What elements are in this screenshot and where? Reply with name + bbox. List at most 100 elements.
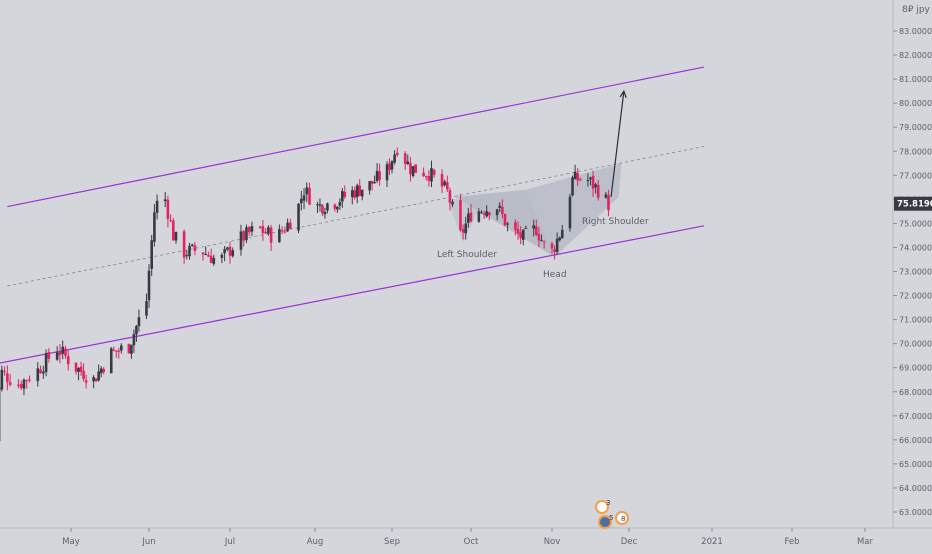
candle-body xyxy=(336,207,339,210)
candle-body xyxy=(289,223,292,229)
candle-body xyxy=(297,204,300,231)
candle-body xyxy=(300,199,303,203)
candle-body xyxy=(433,170,436,175)
candle-body xyxy=(245,227,248,240)
candle-body xyxy=(339,202,342,206)
candle-body xyxy=(167,200,170,219)
y-tick-label: 73.00000 xyxy=(899,268,932,277)
candle-body xyxy=(270,228,273,243)
candle-body xyxy=(135,326,138,334)
candle-body xyxy=(371,181,374,184)
candle-body xyxy=(128,344,131,353)
candle-body xyxy=(321,205,324,213)
candle-body xyxy=(535,226,538,235)
candle-body xyxy=(42,372,45,374)
candle-body xyxy=(120,345,123,350)
right-shoulder-label: Right Shoulder xyxy=(582,217,649,227)
candle-body xyxy=(97,372,100,381)
candle-body xyxy=(376,171,379,181)
last-price-value: 75.81900 xyxy=(897,200,932,210)
candle-body xyxy=(404,153,407,164)
candle-body xyxy=(221,255,224,258)
candle-body xyxy=(284,232,287,233)
price-axis[interactable]: 83.0000082.0000081.0000080.0000079.00000… xyxy=(893,27,932,517)
candle-body xyxy=(6,373,9,382)
x-tick-label: 2021 xyxy=(701,537,723,547)
candle-body xyxy=(281,230,284,231)
candle-body xyxy=(553,249,556,252)
candle-body xyxy=(324,212,327,214)
x-tick-label: Nov xyxy=(544,537,561,547)
candle-body xyxy=(231,250,234,256)
symbol-label: 8₽ jpy 30 xyxy=(902,5,932,15)
candle-body xyxy=(61,347,64,354)
candle-body xyxy=(25,380,28,381)
x-tick-label: Dec xyxy=(621,537,638,547)
candle-body xyxy=(150,240,153,269)
candle xyxy=(504,213,507,226)
candle-body xyxy=(75,363,78,372)
x-tick-label: Jul xyxy=(224,537,235,547)
candle-body xyxy=(517,229,520,234)
candle-body xyxy=(3,371,6,372)
y-tick-label: 64.00000 xyxy=(899,484,932,493)
candle-body xyxy=(344,192,347,197)
candle-body xyxy=(597,185,600,198)
y-tick-label: 78.00000 xyxy=(899,147,932,156)
candle-body xyxy=(110,348,113,373)
candle-body xyxy=(551,243,554,248)
head-label: Head xyxy=(543,270,567,280)
candle-body xyxy=(210,256,213,263)
candle xyxy=(128,343,131,353)
y-tick-label: 79.00000 xyxy=(899,123,932,132)
candle-body xyxy=(525,228,528,229)
candle-body xyxy=(341,191,344,201)
candle-body xyxy=(48,352,51,359)
candle-body xyxy=(115,350,118,351)
candle-body xyxy=(414,164,417,173)
candle-body xyxy=(498,206,501,208)
y-tick-label: 65.00000 xyxy=(899,460,932,469)
candle-body xyxy=(153,212,156,241)
candle-body xyxy=(532,225,535,228)
candle-body xyxy=(388,163,391,170)
candle-body xyxy=(112,350,115,351)
y-tick-label: 68.00000 xyxy=(899,388,932,397)
candle-body xyxy=(183,231,186,257)
candle-body xyxy=(138,317,141,326)
candle-body xyxy=(540,240,543,241)
candle-body xyxy=(409,163,412,174)
candle-body xyxy=(264,232,267,233)
candle-body xyxy=(353,190,356,198)
candle-body xyxy=(85,380,88,382)
candle-body xyxy=(561,230,564,238)
y-tick-label: 67.00000 xyxy=(899,412,932,421)
candle-body xyxy=(56,352,59,359)
candle-body xyxy=(480,212,483,213)
event-badge-top: 3 xyxy=(606,499,610,507)
candle-body xyxy=(443,182,446,186)
candle-body xyxy=(514,222,517,230)
y-tick-label: 70.00000 xyxy=(899,340,932,349)
candle-body xyxy=(20,384,23,388)
candle-body xyxy=(589,178,592,180)
candle-body xyxy=(441,174,444,187)
candle-body xyxy=(39,369,42,373)
candle-body xyxy=(506,223,509,224)
candle-body xyxy=(356,185,359,197)
candle-body xyxy=(556,239,559,252)
candle-body xyxy=(451,202,454,205)
candle-body xyxy=(605,194,608,197)
candle-body xyxy=(501,207,504,214)
candle-body xyxy=(488,212,491,215)
candle-body xyxy=(496,209,499,215)
candle-body xyxy=(242,231,245,240)
candle-body xyxy=(422,173,425,176)
x-tick-label: Mar xyxy=(857,537,874,547)
candle-body xyxy=(172,221,175,241)
candle-body xyxy=(594,184,597,187)
candle-body xyxy=(334,205,337,209)
